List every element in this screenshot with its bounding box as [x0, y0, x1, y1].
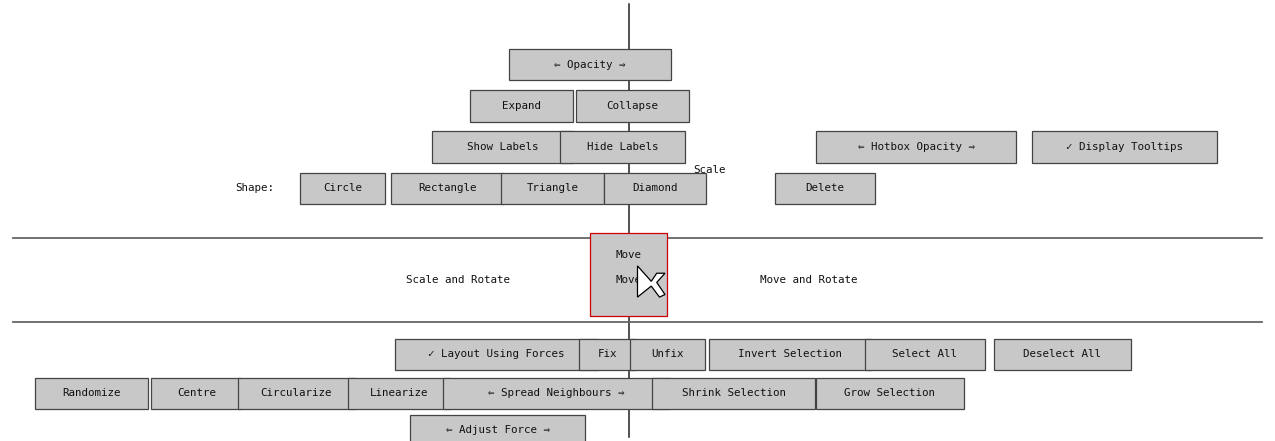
FancyBboxPatch shape	[775, 172, 875, 204]
FancyBboxPatch shape	[36, 378, 148, 409]
FancyBboxPatch shape	[709, 339, 871, 370]
Text: ⇐ Spread Neighbours ⇒: ⇐ Spread Neighbours ⇒	[488, 389, 625, 398]
Text: Randomize: Randomize	[62, 389, 121, 398]
Text: ⇐ Opacity ⇒: ⇐ Opacity ⇒	[555, 60, 626, 70]
Text: Circularize: Circularize	[260, 389, 332, 398]
FancyBboxPatch shape	[653, 378, 815, 409]
FancyBboxPatch shape	[395, 339, 598, 370]
Text: ✓ Display Tooltips: ✓ Display Tooltips	[1066, 142, 1183, 152]
Text: Move and Rotate: Move and Rotate	[760, 275, 857, 285]
FancyBboxPatch shape	[576, 90, 689, 122]
FancyBboxPatch shape	[411, 415, 585, 441]
FancyBboxPatch shape	[442, 378, 669, 409]
FancyBboxPatch shape	[816, 378, 964, 409]
Text: Unfix: Unfix	[652, 349, 683, 359]
FancyBboxPatch shape	[993, 339, 1131, 370]
FancyBboxPatch shape	[864, 339, 984, 370]
FancyBboxPatch shape	[300, 172, 385, 204]
Text: Scale and Rotate: Scale and Rotate	[405, 275, 510, 285]
Text: Triangle: Triangle	[527, 183, 579, 193]
Text: ✓ Layout Using Forces: ✓ Layout Using Forces	[428, 349, 565, 359]
FancyBboxPatch shape	[348, 378, 450, 409]
Text: Linearize: Linearize	[370, 389, 428, 398]
Text: Move: Move	[616, 250, 641, 260]
FancyBboxPatch shape	[470, 90, 572, 122]
Text: Grow Selection: Grow Selection	[844, 389, 936, 398]
FancyBboxPatch shape	[560, 131, 685, 163]
FancyBboxPatch shape	[501, 172, 604, 204]
Text: ⇐ Adjust Force ⇒: ⇐ Adjust Force ⇒	[445, 425, 550, 435]
Text: Diamond: Diamond	[632, 183, 678, 193]
FancyBboxPatch shape	[432, 131, 574, 163]
Text: Hide Labels: Hide Labels	[586, 142, 658, 152]
Text: Move: Move	[616, 275, 641, 285]
Text: Show Labels: Show Labels	[467, 142, 538, 152]
Text: Select All: Select All	[892, 349, 958, 359]
Text: Shrink Selection: Shrink Selection	[682, 389, 785, 398]
FancyBboxPatch shape	[604, 172, 706, 204]
Text: Circle: Circle	[323, 183, 362, 193]
Text: Invert Selection: Invert Selection	[738, 349, 842, 359]
FancyBboxPatch shape	[630, 339, 705, 370]
FancyBboxPatch shape	[237, 378, 356, 409]
FancyBboxPatch shape	[590, 233, 668, 316]
FancyBboxPatch shape	[509, 49, 671, 80]
FancyBboxPatch shape	[1033, 131, 1218, 163]
Text: Collapse: Collapse	[607, 101, 658, 111]
Text: Delete: Delete	[806, 183, 844, 193]
Polygon shape	[638, 266, 666, 297]
Text: ⇐ Hotbox Opacity ⇒: ⇐ Hotbox Opacity ⇒	[858, 142, 974, 152]
Text: Expand: Expand	[502, 101, 541, 111]
Text: Rectangle: Rectangle	[418, 183, 477, 193]
FancyBboxPatch shape	[579, 339, 636, 370]
Text: Shape:: Shape:	[236, 183, 274, 193]
Text: Scale: Scale	[694, 164, 727, 175]
FancyBboxPatch shape	[816, 131, 1016, 163]
Text: Fix: Fix	[598, 349, 617, 359]
Text: Deselect All: Deselect All	[1024, 349, 1102, 359]
Text: Centre: Centre	[177, 389, 215, 398]
FancyBboxPatch shape	[152, 378, 241, 409]
FancyBboxPatch shape	[391, 172, 504, 204]
